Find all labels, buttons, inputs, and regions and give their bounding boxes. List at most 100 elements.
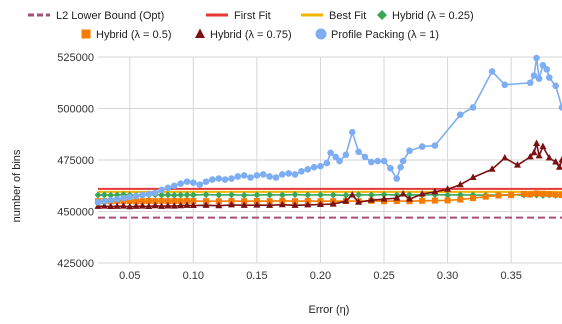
- data-point: [132, 202, 140, 209]
- data-point: [470, 195, 477, 202]
- x-tick-label: 0.10: [183, 270, 204, 282]
- data-point: [526, 79, 534, 87]
- y-tick-label: 525000: [57, 52, 94, 64]
- data-point: [291, 171, 299, 178]
- data-point: [164, 198, 171, 205]
- data-point: [94, 191, 102, 199]
- data-point: [145, 197, 152, 204]
- data-point: [107, 196, 115, 204]
- data-point: [405, 195, 413, 202]
- data-point: [139, 191, 146, 199]
- data-point: [215, 201, 223, 209]
- data-point: [183, 201, 191, 208]
- data-point: [190, 179, 197, 186]
- data-point: [170, 202, 178, 209]
- x-tick-label: 0.35: [500, 270, 521, 282]
- data-point: [139, 198, 146, 205]
- data-point: [533, 139, 541, 147]
- legend-swatch: [315, 28, 327, 40]
- data-point: [501, 153, 509, 161]
- data-point: [558, 156, 562, 163]
- y-axis-title: number of bins: [11, 149, 23, 222]
- data-point: [393, 197, 400, 204]
- data-point: [317, 162, 324, 170]
- data-point: [552, 82, 559, 90]
- data-point: [221, 176, 229, 183]
- data-point: [380, 191, 388, 199]
- data-point: [253, 172, 261, 179]
- data-point: [323, 159, 331, 167]
- data-point: [107, 202, 115, 210]
- data-point: [177, 180, 184, 187]
- data-point: [126, 197, 133, 204]
- x-tick-label: 0.15: [246, 270, 267, 282]
- data-point: [272, 174, 280, 181]
- data-point: [355, 198, 363, 205]
- data-point: [113, 195, 121, 203]
- data-point: [120, 194, 127, 202]
- legend-swatch: [195, 28, 205, 38]
- data-point: [552, 191, 559, 198]
- data-point: [444, 197, 451, 204]
- legend-item: L2 Lower Bound (Opt): [28, 10, 164, 22]
- data-point: [203, 198, 210, 205]
- y-tick-label: 425000: [57, 258, 94, 270]
- data-point: [380, 157, 388, 165]
- data-point: [348, 128, 356, 136]
- data-point: [202, 201, 210, 208]
- data-point: [291, 191, 299, 199]
- data-point: [374, 157, 381, 165]
- data-point: [530, 148, 538, 156]
- data-point: [539, 142, 547, 150]
- data-point: [94, 198, 102, 206]
- data-point: [526, 152, 534, 160]
- legend-label: Hybrid (λ = 0.5): [96, 29, 172, 41]
- data-point: [514, 161, 522, 168]
- data-point: [469, 173, 477, 181]
- series-line: [97, 57, 562, 204]
- legend-item: Best Fit: [301, 10, 366, 22]
- series-5: [94, 139, 562, 210]
- data-point: [533, 54, 540, 62]
- data-point: [367, 196, 375, 203]
- data-point: [298, 168, 305, 175]
- data-point: [444, 185, 452, 192]
- data-point: [368, 158, 375, 166]
- data-point: [183, 178, 191, 185]
- data-point: [419, 197, 426, 204]
- data-point: [227, 191, 235, 199]
- data-point: [266, 191, 274, 199]
- data-point: [304, 191, 312, 199]
- data-point: [361, 153, 369, 161]
- data-point: [380, 195, 388, 202]
- data-point: [228, 175, 235, 182]
- data-point: [145, 202, 153, 210]
- data-point: [367, 191, 375, 199]
- data-point: [292, 198, 299, 205]
- data-point: [100, 202, 108, 209]
- data-point: [348, 191, 356, 198]
- data-point: [355, 191, 363, 199]
- data-point: [355, 148, 362, 156]
- data-point: [539, 190, 546, 197]
- data-point: [310, 163, 318, 171]
- data-point: [405, 191, 413, 199]
- data-point: [234, 173, 242, 180]
- data-point: [406, 147, 413, 155]
- data-point: [240, 191, 248, 199]
- data-point: [113, 202, 121, 209]
- data-point: [488, 165, 496, 172]
- data-point: [342, 191, 350, 199]
- y-tick-label: 500000: [57, 104, 94, 116]
- legend-item: First Fit: [206, 10, 271, 22]
- data-point: [126, 202, 134, 210]
- legend-label: Hybrid (λ = 0.25): [392, 10, 474, 22]
- data-point: [158, 186, 165, 194]
- data-point: [158, 202, 166, 209]
- y-tick-label: 475000: [57, 155, 94, 167]
- legend: L2 Lower Bound (Opt) First Fit Best Fit Hyb…: [28, 10, 474, 41]
- legend-label: First Fit: [234, 10, 271, 22]
- data-point: [164, 191, 172, 199]
- data-point: [158, 197, 165, 204]
